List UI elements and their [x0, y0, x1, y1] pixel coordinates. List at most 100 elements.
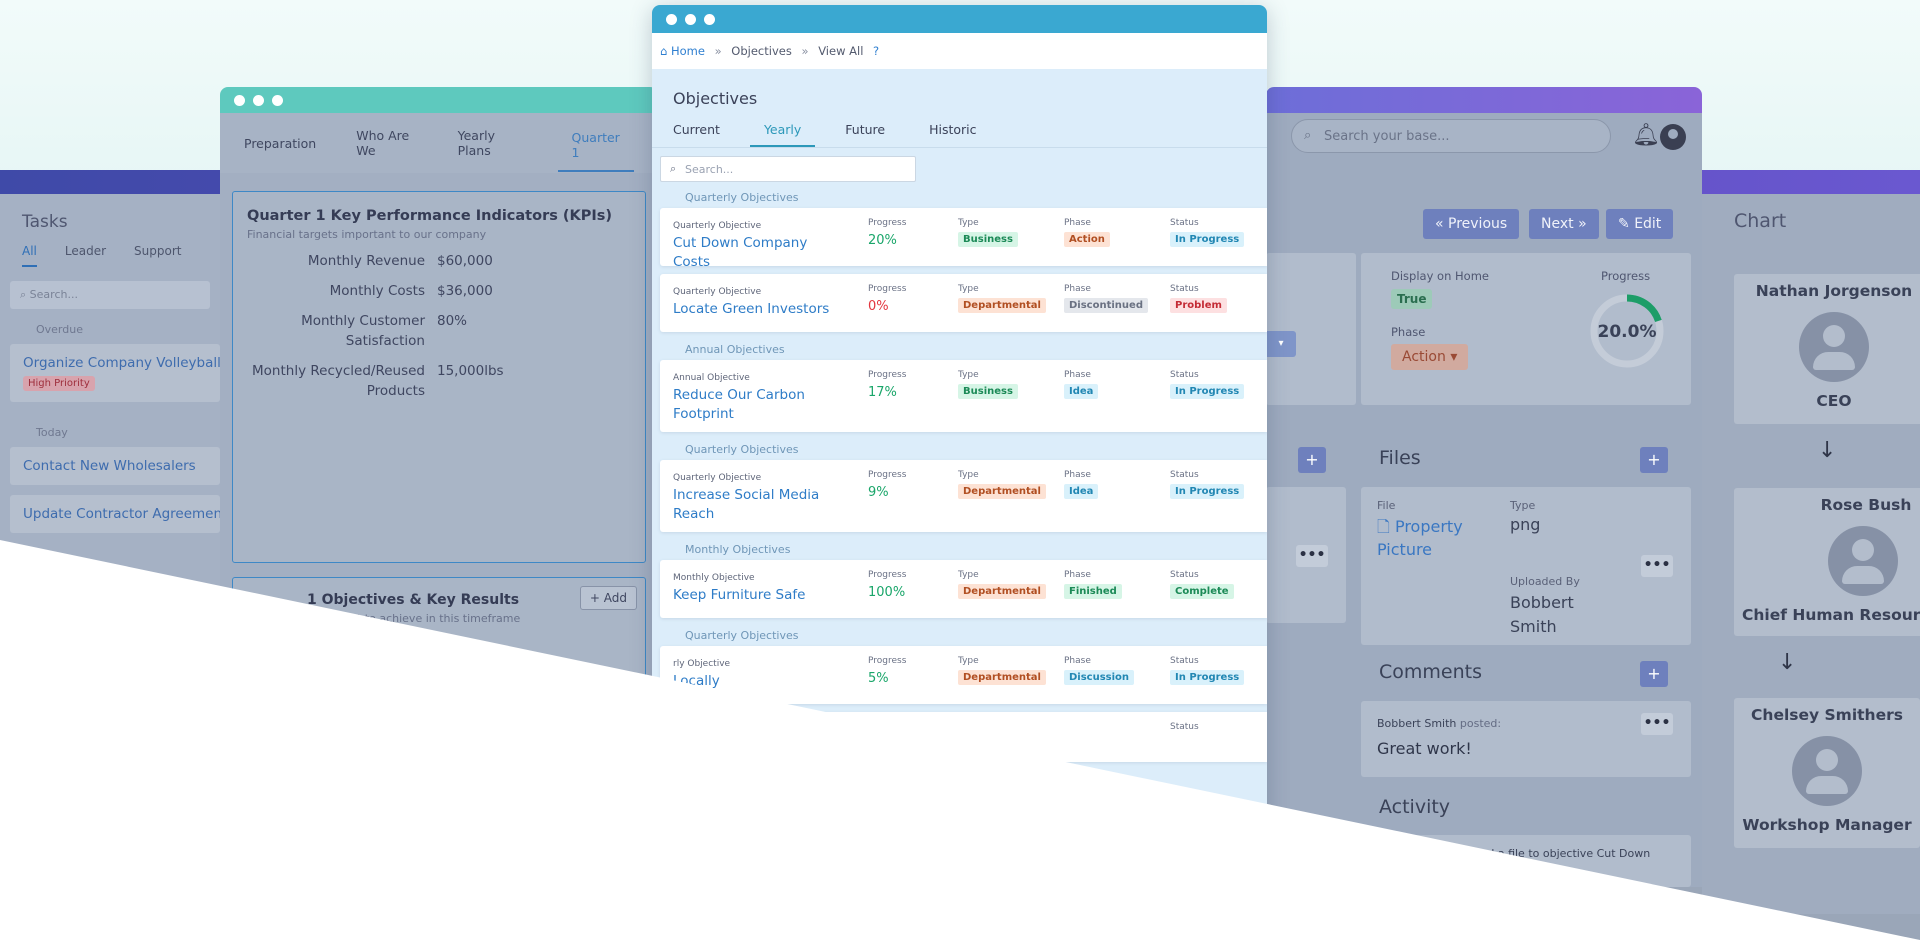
tasks-tab-leader[interactable]: Leader: [64, 244, 107, 258]
breadcrumb-home[interactable]: ⌂ Home: [660, 44, 705, 58]
phase-badge: Idea: [1064, 484, 1099, 499]
objective-group-label: Quarterly Objectives: [685, 443, 799, 456]
tasks-tab-support[interactable]: Support: [134, 244, 182, 258]
tab-yearly[interactable]: Yearly: [749, 122, 816, 147]
objective-title-link[interactable]: Locally: [673, 673, 720, 689]
next-button[interactable]: Next »: [1529, 209, 1599, 239]
type-label: Type: [958, 284, 979, 294]
edit-button[interactable]: ✎ Edit: [1606, 209, 1674, 239]
objective-progress: 9%: [868, 485, 889, 500]
org-card[interactable]: Chelsey Smithers Workshop Manager: [1734, 698, 1920, 848]
progress-gauge: 20.0%: [1590, 294, 1664, 368]
objective-kind: Quarterly Objective: [673, 473, 762, 483]
org-card[interactable]: Nathan Jorgenson CEO: [1734, 274, 1920, 424]
comment-card: Bobbert Smith posted: Great work! •••: [1361, 701, 1691, 777]
objective-card[interactable]: rly Objective Locally Progress 5% Type Depart…: [660, 646, 1267, 704]
person-avatar-icon: [1799, 312, 1869, 382]
tasks-tab-all[interactable]: All: [22, 244, 37, 267]
phase-dropdown[interactable]: Action ▾: [1391, 344, 1469, 370]
status-label: Status: [1170, 218, 1199, 228]
objective-group-label: Quarterly Objectives: [685, 629, 799, 642]
tasks-search-input[interactable]: ⌕ Search...: [10, 281, 210, 309]
user-avatar-icon[interactable]: [1660, 124, 1686, 150]
objectives-search-input[interactable]: ⌕ Search...: [660, 156, 916, 182]
org-person-role: Chief Human Resourc: [1742, 606, 1920, 624]
type-label: Type: [958, 656, 979, 666]
add-objective-button[interactable]: + Add: [579, 586, 637, 610]
task-item[interactable]: Organize Company Volleyball G High Prior…: [10, 344, 220, 402]
tab-preparation[interactable]: Preparation: [244, 135, 317, 151]
objective-card[interactable]: Quarterly Objective Cut Down Company Cost…: [660, 208, 1267, 270]
type-badge: Departmental: [958, 484, 1046, 499]
tab-future[interactable]: Future: [845, 122, 886, 137]
plus-icon: +: [589, 591, 604, 605]
objective-card[interactable]: Annual Objective Reduce Our Carbon Footpr…: [660, 360, 1267, 432]
kpi-row: Monthly Costs $36,000: [329, 283, 493, 299]
objective-card[interactable]: Monthly Objective Keep Furniture Safe Prog…: [660, 560, 1267, 618]
phase-label: Phase: [1064, 284, 1091, 294]
objective-card[interactable]: Status: [660, 712, 1267, 762]
kpi-card: Quarter 1 Key Performance Indicators (KP…: [232, 191, 646, 563]
tab-who-are-we[interactable]: Who Are We: [356, 128, 410, 158]
objective-group-label: Quarterly Objectives: [685, 191, 799, 204]
phase-label: Phase: [1064, 656, 1091, 666]
bell-icon[interactable]: 🔔︎: [1632, 123, 1660, 148]
priority-badge: High Priority: [23, 376, 95, 391]
task-item[interactable]: Update Contractor Agreement: [10, 495, 220, 533]
objective-kind: Annual Objective: [673, 373, 750, 383]
file-link[interactable]: 🗋︎ Property Picture: [1377, 517, 1463, 559]
tab-historic[interactable]: Historic: [929, 122, 977, 137]
tasks-tabs: All Leader Support: [0, 232, 220, 267]
plan-tabs: Preparation Who Are We Yearly Plans Quar…: [220, 113, 658, 173]
tab-current[interactable]: Current: [673, 122, 720, 137]
objective-card[interactable]: Quarterly Objective Increase Social Media…: [660, 460, 1267, 532]
objective-title-link[interactable]: Locate Green Investors: [673, 301, 830, 317]
chevron-down-icon[interactable]: ▾: [1266, 331, 1296, 357]
kpi-row: Monthly Recycled/Reused Products 15,000l…: [252, 363, 504, 399]
more-options-icon[interactable]: •••: [1641, 555, 1673, 577]
status-badge: In Progress: [1170, 384, 1245, 399]
status-badge: In Progress: [1170, 232, 1245, 247]
more-options-icon[interactable]: •••: [1296, 545, 1328, 567]
objective-summary-panel: Display on Home True Phase Action ▾ Prog…: [1361, 253, 1691, 405]
search-icon: ⌕: [1304, 128, 1312, 143]
phase-label: Phase: [1064, 370, 1091, 380]
objective-title-link[interactable]: Increase Social Media Reach: [673, 487, 820, 522]
kpi-subtitle: Financial targets important to our compa…: [247, 228, 487, 241]
objective-card[interactable]: Quarterly Objective Locate Green Investor…: [660, 274, 1267, 332]
phase-label: Phase: [1064, 570, 1091, 580]
previous-button[interactable]: « Previous: [1423, 209, 1520, 239]
objective-detail-window: ⌕ Search your base... 🔔︎ « Previous Next…: [1266, 87, 1702, 887]
activity-line: Costs: [1457, 865, 1488, 878]
more-options-icon[interactable]: •••: [1641, 713, 1673, 735]
progress-label: Progress: [868, 470, 907, 480]
tab-quarter-1[interactable]: Quarter 1: [557, 114, 634, 172]
objective-title-link[interactable]: Cut Down Company Costs: [673, 235, 808, 270]
base-search-input[interactable]: ⌕ Search your base...: [1291, 119, 1611, 153]
comment-author: Bobbert Smith posted:: [1377, 717, 1502, 730]
double-chevron-left-icon: «: [1435, 216, 1449, 232]
add-button[interactable]: +: [1298, 447, 1326, 473]
objectives-tabs: Current Yearly Future Historic: [652, 122, 1267, 148]
person-avatar-icon: [1792, 736, 1862, 806]
org-card[interactable]: Rose Bush Chief Human Resourc: [1734, 488, 1920, 636]
objective-kind: Quarterly Objective: [673, 221, 762, 231]
help-icon[interactable]: ?: [873, 44, 880, 58]
phase-badge: Discussion: [1064, 670, 1135, 685]
type-label: Type: [958, 370, 979, 380]
tab-yearly-plans[interactable]: Yearly Plans: [457, 128, 495, 158]
breadcrumb-objectives[interactable]: Objectives: [731, 44, 792, 58]
objective-title-link[interactable]: Reduce Our Carbon Footprint: [673, 387, 805, 422]
org-chart-panel: Chart Nathan Jorgenson CEO ↓ Rose Bush C…: [1702, 194, 1920, 914]
task-item[interactable]: Contact New Wholesalers: [10, 447, 220, 485]
window-dot-icon: [685, 13, 696, 25]
okr-subtitle: t to achieve in this timeframe: [357, 612, 521, 625]
type-badge: Departmental: [958, 298, 1046, 313]
add-comment-button[interactable]: +: [1640, 661, 1668, 687]
tasks-title: Tasks: [22, 212, 68, 232]
type-badge: Business: [958, 384, 1018, 399]
phase-label: Phase: [1391, 325, 1426, 339]
add-file-button[interactable]: +: [1640, 447, 1668, 473]
objective-kind: Quarterly Objective: [673, 287, 762, 297]
objective-title-link[interactable]: Keep Furniture Safe: [673, 587, 806, 603]
